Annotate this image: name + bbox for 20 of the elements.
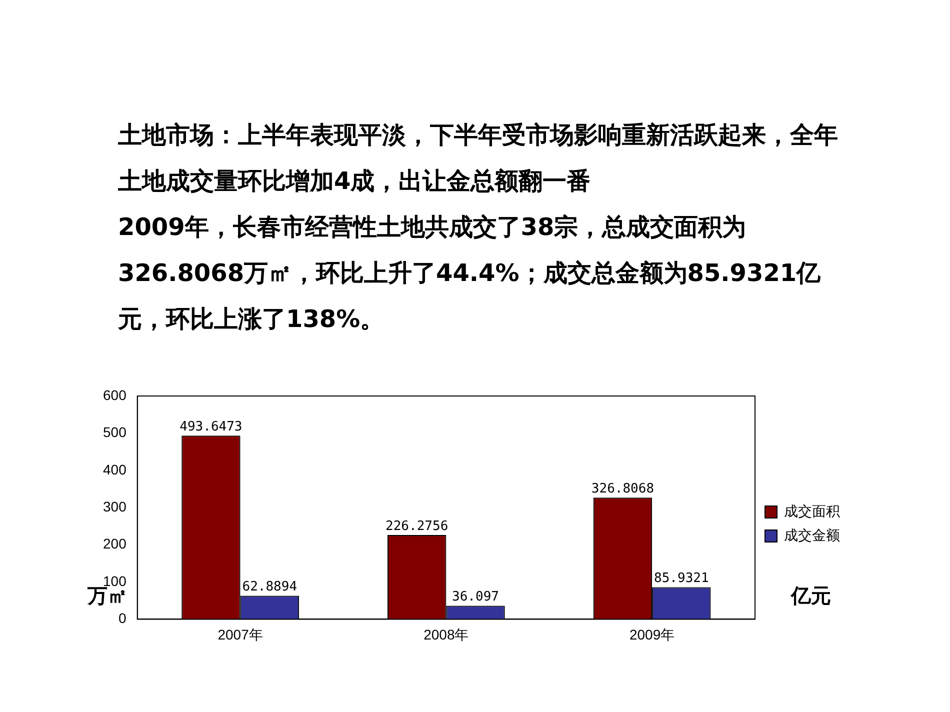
y-tick-label: 600 [103,386,127,403]
y-tick-label: 300 [103,498,127,514]
chart-subtitle: 2009年，长春市经营性土地共成交了38宗，总成交面积为326.8068万㎡，环比上升了44.4%；成交总金额为85.9321亿元，环比上涨了138%。 [118,212,822,335]
data-label: 85.9321 [654,571,709,586]
x-tick-label: 2007年 [218,626,263,642]
data-label: 493.6473 [180,419,242,434]
y-tick-label: 500 [103,424,127,440]
chart-title: 土地市场：上半年表现平淡，下半年受市场影响重新活跃起来，全年土地成交量环比增加4成，出让金总额翻一番 [118,120,838,197]
x-tick-label: 2008年 [424,626,469,642]
legend-label: 成交面积 [784,502,840,519]
y-tick-label: 400 [103,461,127,478]
data-label: 326.8068 [591,482,654,497]
data-label: 226.2756 [386,518,448,534]
y2-axis-title: 亿元 [790,583,831,608]
data-label: 62.8894 [242,580,298,595]
x-tick-label: 2009年 [629,626,675,642]
y-tick-label: 0 [118,610,127,626]
data-label: 36.097 [452,590,499,605]
legend-label: 成交金额 [784,526,840,543]
y-tick-label: 200 [103,536,127,552]
